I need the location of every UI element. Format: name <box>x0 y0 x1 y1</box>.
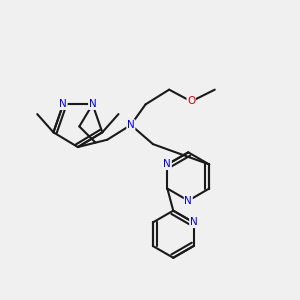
Text: N: N <box>59 99 67 110</box>
Text: N: N <box>164 159 171 170</box>
Text: N: N <box>190 218 197 227</box>
Text: N: N <box>127 120 135 130</box>
Text: N: N <box>89 99 97 110</box>
Text: O: O <box>187 96 195 106</box>
Text: N: N <box>184 196 192 206</box>
